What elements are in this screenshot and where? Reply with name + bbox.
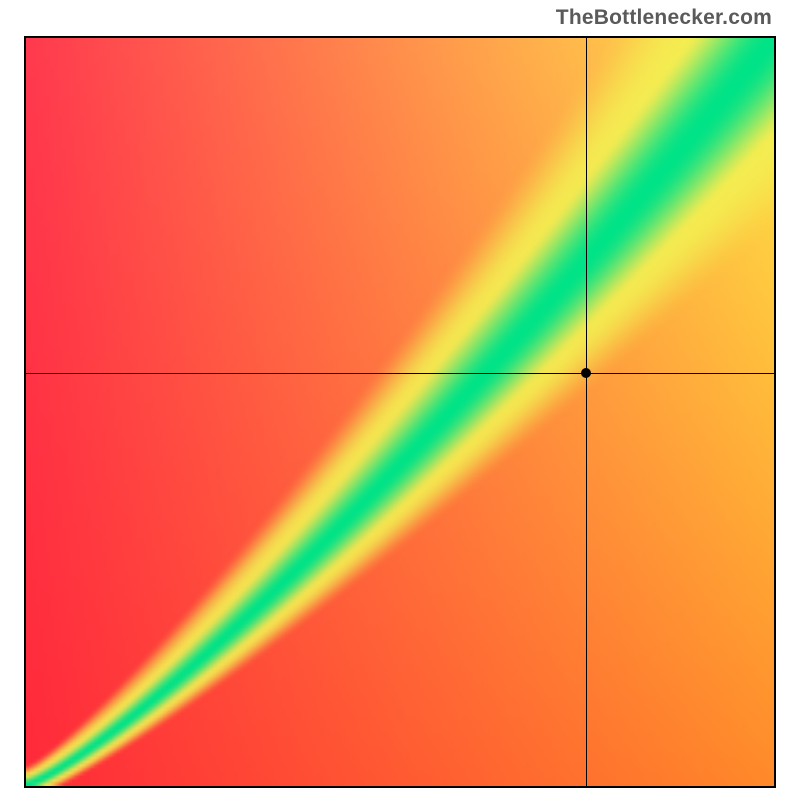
crosshair-horizontal-line	[26, 373, 774, 374]
heatmap-canvas	[26, 38, 774, 786]
watermark-text: TheBottlenecker.com	[556, 6, 772, 30]
crosshair-vertical-line	[586, 38, 587, 786]
marker-dot	[581, 368, 591, 378]
heatmap-plot-frame	[24, 36, 776, 788]
